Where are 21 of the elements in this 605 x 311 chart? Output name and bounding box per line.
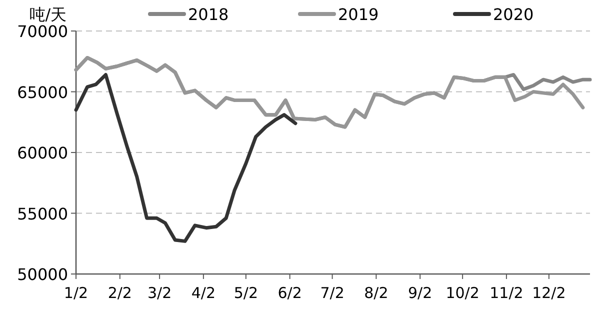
- x-tick-label: 5/2: [234, 284, 258, 302]
- legend-label: 2018: [188, 5, 229, 24]
- y-tick-label: 60000: [17, 144, 68, 162]
- x-tick-label: 11/2: [490, 284, 524, 302]
- x-tick-label: 6/2: [278, 284, 302, 302]
- y-axis-title: 吨/天: [29, 5, 67, 24]
- x-tick-label: 8/2: [364, 284, 388, 302]
- y-tick-label: 65000: [17, 82, 68, 102]
- legend-label: 2019: [338, 5, 379, 24]
- x-tick-label: 7/2: [320, 284, 344, 302]
- y-tick-label: 50000: [17, 265, 68, 284]
- x-tick-label: 1/2: [64, 284, 88, 302]
- x-tick-label: 3/2: [147, 284, 172, 302]
- y-tick-label: 70000: [17, 22, 68, 41]
- y-tick-label: 55000: [17, 204, 68, 224]
- x-tick-label: 2/2: [108, 284, 132, 302]
- legend-label: 2020: [493, 5, 534, 24]
- x-tick-label: 10/2: [446, 284, 480, 302]
- x-tick-label: 4/2: [191, 284, 216, 302]
- x-tick-label: 12/2: [532, 284, 566, 302]
- x-tick-label: 9/2: [408, 284, 432, 302]
